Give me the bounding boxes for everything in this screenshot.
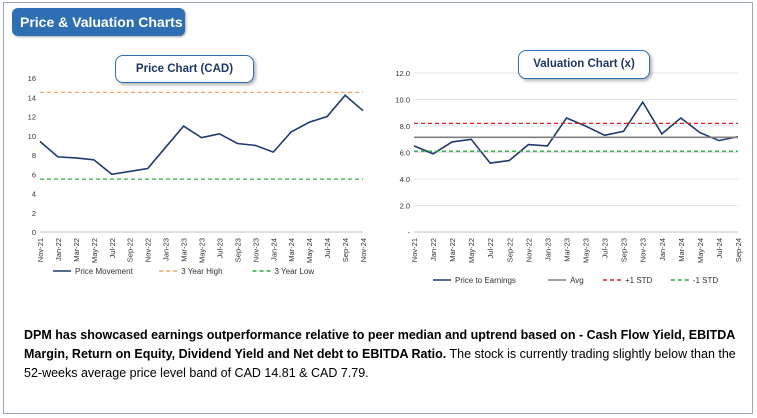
x-tick-label: Jul-22 [486,238,495,258]
x-tick-label: Mar-24 [677,238,686,262]
x-tick-label: May-24 [305,238,314,263]
x-tick-label: Jan-24 [269,238,278,261]
x-tick-label: Nov-21 [410,238,419,262]
x-tick-label: Nov-22 [144,238,153,262]
x-tick-label: Mar-23 [562,238,571,262]
x-tick-label: Jan-22 [429,238,438,261]
legend-label: -1 STD [693,276,719,285]
series-line-price-to-earnings [413,100,739,164]
x-tick-label: Sep-22 [505,238,514,262]
x-tick-label: Sep-23 [233,238,242,262]
x-tick-label: Mar-22 [448,238,457,262]
summary-normal: The stock is currently trading slightly … [24,347,736,380]
x-tick-label: Jul-23 [215,238,224,258]
legend-label: 3 Year Low [275,267,315,276]
legend-label: Price Movement [75,267,134,276]
x-tick-label: Sep-24 [734,238,743,262]
summary-bold: DPM has showcased earnings outperformanc… [24,328,735,361]
y-tick-label: 6.0 [400,149,410,158]
y-tick-label: 2.0 [400,202,410,211]
x-tick-label: Jan-24 [658,238,667,261]
x-tick-label: Sep-23 [620,238,629,262]
x-tick-label: May-22 [467,238,476,263]
y-tick-label: 4 [32,190,36,199]
x-tick-label: Nov-23 [639,238,648,262]
price-chart: 0 2 4 6 8 10 12 14 16 Nov-21 Jan-22 Mar-22 May-22 Jul… [28,74,368,276]
section-header: Price & Valuation Charts [12,8,185,36]
x-tick-label: Nov-24 [359,238,368,262]
x-tick-label: Jul-23 [601,238,610,258]
x-tick-label: May-22 [90,238,99,263]
x-tick-label: May-24 [696,238,705,263]
valuation-chart: - 2.0 4.0 6.0 8.0 10.0 12.0 Nov-21 Jan-22 Mar-22 M… [395,69,743,285]
y-tick-label: 16 [28,74,36,83]
valuation-chart-title: Valuation Chart (x) [518,50,650,79]
x-tick-label: Nov-22 [524,238,533,262]
x-tick-label: Mar-22 [72,238,81,262]
y-tick-label: - [408,228,411,237]
price-chart-title: Price Chart (CAD) [115,55,254,83]
y-tick-label: 0 [32,228,36,237]
y-tick-label: 6 [32,170,36,179]
x-tick-label: May-23 [582,238,591,263]
x-tick-label: Sep-24 [341,238,350,262]
x-tick-label: Jul-22 [108,238,117,258]
y-tick-label: 8.0 [400,122,410,131]
x-tick-label: Jul-24 [323,238,332,258]
y-tick-label: 4.0 [400,175,410,184]
y-tick-label: 2 [32,209,36,218]
y-tick-label: 12.0 [395,69,410,78]
x-tick-label: Jan-22 [54,238,63,261]
x-tick-label: Sep-22 [126,238,135,262]
legend-label: Price to Earnings [455,276,516,285]
y-tick-label: 8 [32,151,36,160]
legend-label: Avg [570,276,584,285]
y-tick-label: 10 [28,132,36,141]
x-tick-label: May-23 [198,238,207,263]
x-tick-label: Mar-23 [180,238,189,262]
legend-label: 3 Year High [181,267,222,276]
y-tick-label: 10.0 [395,96,410,105]
x-tick-label: Nov-23 [251,238,260,262]
summary-text: DPM has showcased earnings outperformanc… [24,326,736,383]
x-tick-label: Jul-24 [715,238,724,258]
legend-label: +1 STD [625,276,653,285]
y-tick-label: 14 [28,93,36,102]
x-tick-label: Jan-23 [162,238,171,261]
series-line-price-movement [39,94,364,176]
x-tick-label: Nov-21 [36,238,45,262]
x-tick-label: Jan-23 [543,238,552,261]
x-tick-label: Mar-24 [287,238,296,262]
y-tick-label: 12 [28,113,36,122]
